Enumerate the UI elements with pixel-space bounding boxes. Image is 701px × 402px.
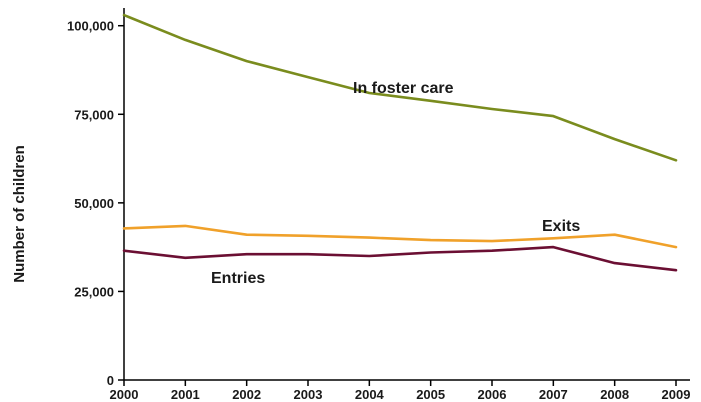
series-line-in-foster-care [122, 13, 678, 162]
series-line-entries [122, 245, 678, 272]
y-tick-label: 0 [107, 373, 114, 388]
x-tick-label: 2001 [171, 387, 200, 402]
x-tick-label: 2004 [355, 387, 385, 402]
x-tick-label: 2003 [294, 387, 323, 402]
y-tick-label: 75,000 [74, 107, 114, 122]
x-tick-label: 2002 [232, 387, 261, 402]
x-tick-label: 2008 [600, 387, 629, 402]
x-tick-label: 2009 [662, 387, 691, 402]
series-line-exits [122, 224, 678, 249]
x-tick-label: 2006 [478, 387, 507, 402]
y-tick-label: 50,000 [74, 196, 114, 211]
x-tick-label: 2005 [416, 387, 445, 402]
y-tick-label: 100,000 [67, 19, 114, 34]
y-axis-ticks: 0 25,000 50,000 75,000 100,000 [67, 19, 124, 388]
series-label-exits: Exits [542, 218, 580, 235]
series-group [122, 13, 678, 272]
y-tick-label: 25,000 [74, 284, 114, 299]
y-axis-label: Number of children [11, 145, 28, 283]
x-tick-label: 2007 [539, 387, 568, 402]
x-tick-label: 2000 [110, 387, 139, 402]
series-label-in-foster-care: In foster care [353, 80, 454, 97]
series-label-entries: Entries [211, 270, 265, 287]
x-axis-ticks: 2000 2001 2002 2003 2004 2005 2006 2007 2008 2009 [110, 380, 691, 402]
